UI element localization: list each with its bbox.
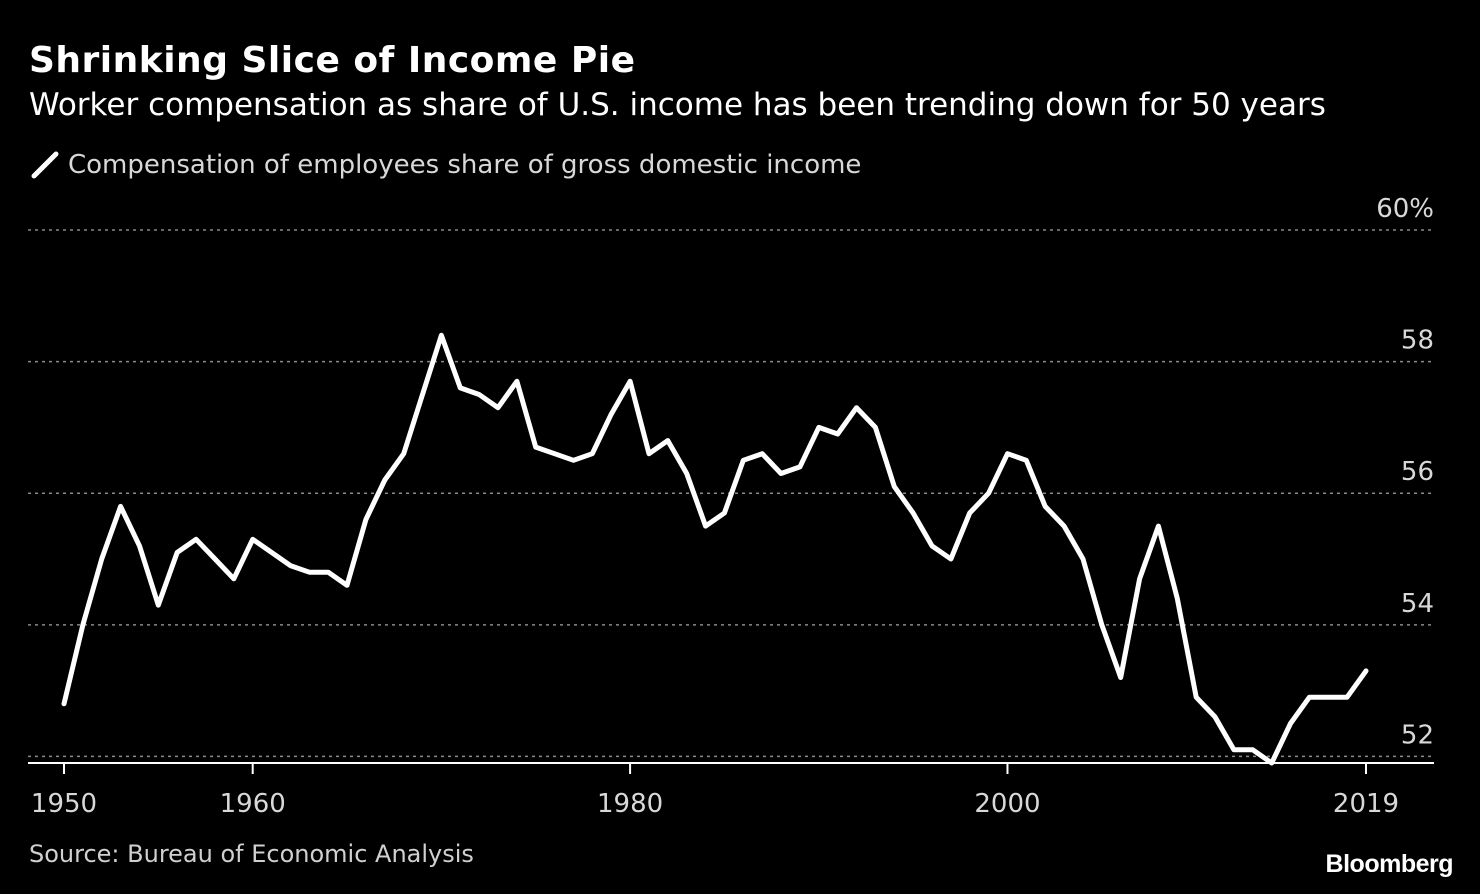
x-tick-label: 1950 (31, 789, 97, 819)
data-point (929, 543, 935, 549)
data-point (722, 510, 727, 516)
data-point (1344, 695, 1350, 700)
data-point (892, 484, 897, 489)
data-point (986, 491, 991, 496)
data-point (1288, 721, 1293, 726)
data-point (533, 444, 538, 450)
data-point (99, 556, 104, 562)
data-point (910, 510, 916, 516)
data-point (571, 458, 576, 463)
data-point (684, 471, 689, 476)
chart-title: Shrinking Slice of Income Pie (29, 40, 636, 81)
data-point (1061, 523, 1067, 529)
data-point (778, 471, 784, 476)
data-point (495, 405, 501, 410)
data-point (175, 550, 180, 555)
data-point (137, 543, 142, 549)
data-point (1005, 451, 1010, 456)
data-point (382, 477, 387, 483)
data-point (1212, 714, 1218, 720)
data-point (816, 425, 821, 430)
y-tick-label: 54 (1401, 589, 1434, 619)
data-point (590, 451, 595, 456)
y-tick-label: 52 (1401, 720, 1434, 750)
legend-line-icon (31, 151, 59, 179)
data-point (193, 537, 199, 542)
data-point (627, 379, 633, 384)
data-point (439, 333, 444, 338)
bloomberg-logo: Bloomberg (1325, 850, 1454, 878)
data-point (552, 451, 557, 456)
data-point (344, 583, 350, 588)
data-point (363, 517, 369, 522)
x-tick-label: 2000 (974, 789, 1040, 819)
data-point (514, 379, 520, 384)
data-point (212, 556, 218, 562)
data-point (646, 451, 652, 456)
data-point (948, 556, 954, 562)
data-point (873, 425, 878, 430)
data-point (476, 392, 482, 397)
data-point (231, 576, 236, 581)
data-point (1250, 747, 1256, 752)
data-point (1326, 695, 1331, 700)
data-point (401, 451, 406, 456)
data-point (835, 431, 840, 437)
data-point (288, 563, 293, 568)
y-tick-label: 56 (1401, 457, 1434, 487)
data-point (307, 570, 312, 575)
legend-label: Compensation of employees share of gross… (68, 150, 862, 180)
y-tick-label: 60% (1376, 194, 1434, 224)
data-point (156, 602, 161, 608)
data-point (1156, 523, 1161, 529)
data-point (609, 412, 614, 417)
data-point (665, 438, 670, 443)
data-point (1307, 695, 1312, 700)
legend: Compensation of employees share of gross… (30, 150, 861, 180)
data-point (80, 622, 86, 627)
data-point (1043, 504, 1048, 509)
chart-subtitle: Worker compensation as share of U.S. inc… (29, 87, 1326, 123)
data-point (420, 392, 425, 397)
data-point (1363, 668, 1369, 674)
y-axis-labels: 52 54 56 58 60% (1376, 194, 1434, 750)
data-point (458, 385, 463, 391)
data-point (1118, 675, 1123, 680)
x-tick-label: 1960 (220, 789, 286, 819)
x-tick-label: 2019 (1333, 789, 1399, 819)
x-axis: 1950 1960 1980 2000 2019 (28, 762, 1434, 819)
data-point (797, 464, 803, 470)
data-point (703, 523, 708, 529)
data-point (1194, 695, 1199, 700)
data-point (118, 504, 123, 509)
data-point (1099, 622, 1105, 627)
series-line-0 (61, 332, 1369, 766)
data-point (967, 510, 972, 516)
data-point (741, 458, 746, 463)
y-tick-label: 58 (1401, 326, 1434, 356)
data-point (854, 405, 859, 410)
data-point (269, 550, 274, 555)
data-point (250, 537, 255, 542)
x-tick-label: 1980 (597, 789, 663, 819)
data-point (1080, 556, 1086, 562)
data-point (61, 701, 67, 706)
data-point (1269, 760, 1274, 766)
data-point (1175, 596, 1180, 601)
source-note: Source: Bureau of Economic Analysis (29, 840, 474, 868)
series-group (61, 332, 1369, 766)
data-point (1137, 576, 1142, 581)
data-point (1231, 747, 1237, 752)
data-point (760, 451, 765, 456)
data-point (1024, 458, 1029, 463)
data-point (326, 570, 331, 575)
